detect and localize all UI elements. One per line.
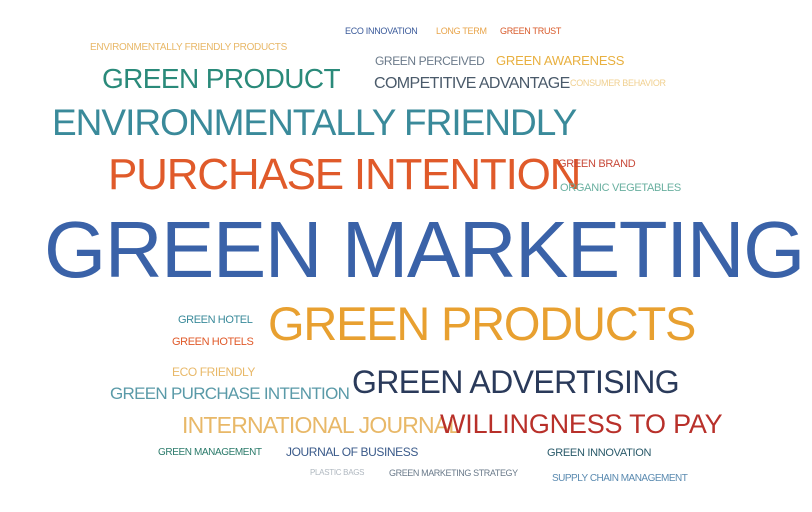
- word-international-journal: INTERNATIONAL JOURNAL: [182, 412, 461, 438]
- word-green-advertising: GREEN ADVERTISING: [352, 364, 680, 400]
- word-green-perceived: GREEN PERCEIVED: [375, 54, 485, 68]
- word-eco-friendly: ECO FRIENDLY: [172, 365, 255, 379]
- word-green-products: GREEN PRODUCTS: [268, 297, 696, 350]
- word-organic-vegetables: ORGANIC VEGETABLES: [560, 182, 681, 194]
- word-plastic-bags: PLASTIC BAGS: [310, 468, 365, 477]
- word-green-purchase-intention: GREEN PURCHASE INTENTION: [110, 384, 350, 403]
- word-green-hotel: GREEN HOTEL: [178, 314, 253, 326]
- word-green-management: GREEN MANAGEMENT: [158, 447, 262, 458]
- word-green-innovation: GREEN INNOVATION: [547, 447, 652, 459]
- word-environmentally-friendly-products: ENVIRONMENTALLY FRIENDLY PRODUCTS: [90, 42, 287, 53]
- word-consumer-behavior: CONSUMER BEHAVIOR: [570, 78, 666, 88]
- word-supply-chain-management: SUPPLY CHAIN MANAGEMENT: [552, 473, 688, 484]
- word-journal-of-business: JOURNAL OF BUSINESS: [286, 445, 418, 459]
- word-green-hotels: GREEN HOTELS: [172, 336, 254, 348]
- word-green-marketing: GREEN MARKETING: [44, 205, 805, 294]
- word-competitive-advantage: COMPETITIVE ADVANTAGE: [374, 75, 570, 92]
- word-long-term: LONG TERM: [436, 26, 487, 36]
- word-green-product: GREEN PRODUCT: [102, 63, 341, 94]
- word-green-marketing-strategy: GREEN MARKETING STRATEGY: [389, 468, 518, 478]
- word-purchase-intention: PURCHASE INTENTION: [108, 150, 581, 199]
- word-green-awareness: GREEN AWARENESS: [496, 53, 625, 68]
- word-willingness-to-pay: WILLINGNESS TO PAY: [440, 409, 723, 439]
- word-green-trust: GREEN TRUST: [500, 26, 562, 36]
- word-environmentally-friendly: ENVIRONMENTALLY FRIENDLY: [52, 102, 577, 143]
- word-green-brand: GREEN BRAND: [558, 158, 636, 170]
- word-eco-innovation: ECO INNOVATION: [345, 26, 418, 36]
